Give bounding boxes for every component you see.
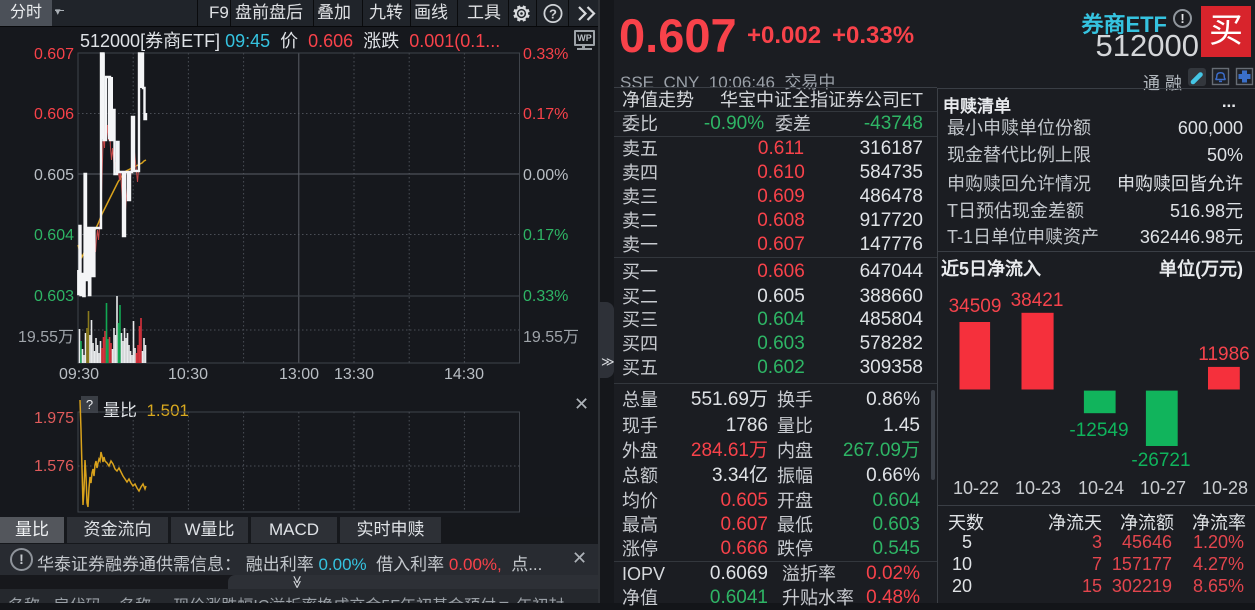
svg-text:?: ?	[549, 6, 557, 21]
